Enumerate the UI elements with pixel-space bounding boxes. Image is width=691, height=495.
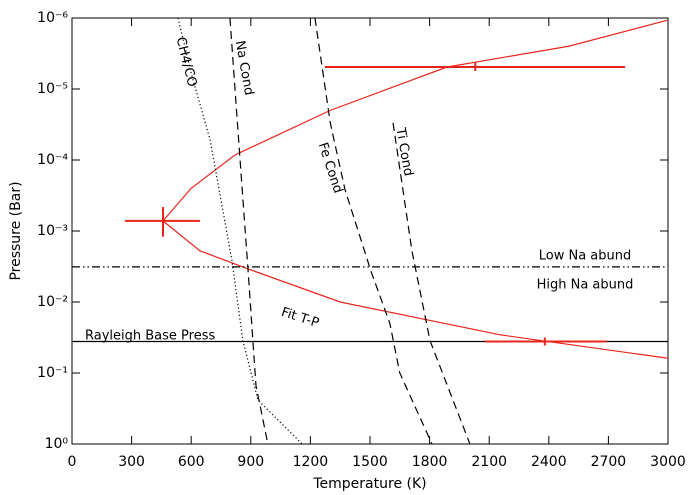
series-label: Fe Cond: [315, 141, 345, 195]
y-tick-label: 10⁻²: [37, 294, 68, 310]
y-tick-label: 10⁻⁵: [37, 81, 68, 97]
series-line: [162, 19, 669, 359]
plot-frame: [71, 17, 669, 445]
series-line: [314, 17, 433, 445]
series-label: Ti Cond: [392, 126, 415, 178]
x-axis-title: Temperature (K): [312, 476, 426, 492]
y-tick-label: 10⁰: [45, 436, 69, 452]
series-label: Fit T-P: [279, 305, 321, 331]
series-line: [177, 17, 303, 445]
y-axis-title: Pressure (Bar): [8, 181, 24, 280]
y-tick-label: 10⁻⁶: [37, 10, 68, 26]
x-tick-label: 1800: [412, 454, 448, 470]
y-tick-label: 10⁻³: [37, 223, 68, 239]
y-tick-label: 10⁻⁴: [37, 152, 68, 168]
x-tick-label: 0: [68, 454, 77, 470]
x-tick-label: 1200: [293, 454, 329, 470]
annotation: High Na abund: [537, 278, 634, 293]
x-tick-label: 1500: [352, 454, 388, 470]
x-tick-label: 2400: [531, 454, 567, 470]
series-label: Rayleigh Base Press: [85, 329, 215, 344]
y-tick-label: 10⁻¹: [37, 365, 68, 381]
series-label: CH4/CO: [173, 36, 200, 89]
x-tick-label: 3000: [650, 454, 686, 470]
annotation: Low Na abund: [539, 249, 632, 264]
series-line: [229, 17, 269, 445]
x-tick-label: 900: [237, 454, 264, 470]
x-tick-label: 300: [118, 454, 145, 470]
x-tick-label: 600: [178, 454, 205, 470]
x-tick-label: 2100: [471, 454, 507, 470]
series-line: [392, 122, 471, 445]
x-tick-label: 2700: [591, 454, 627, 470]
